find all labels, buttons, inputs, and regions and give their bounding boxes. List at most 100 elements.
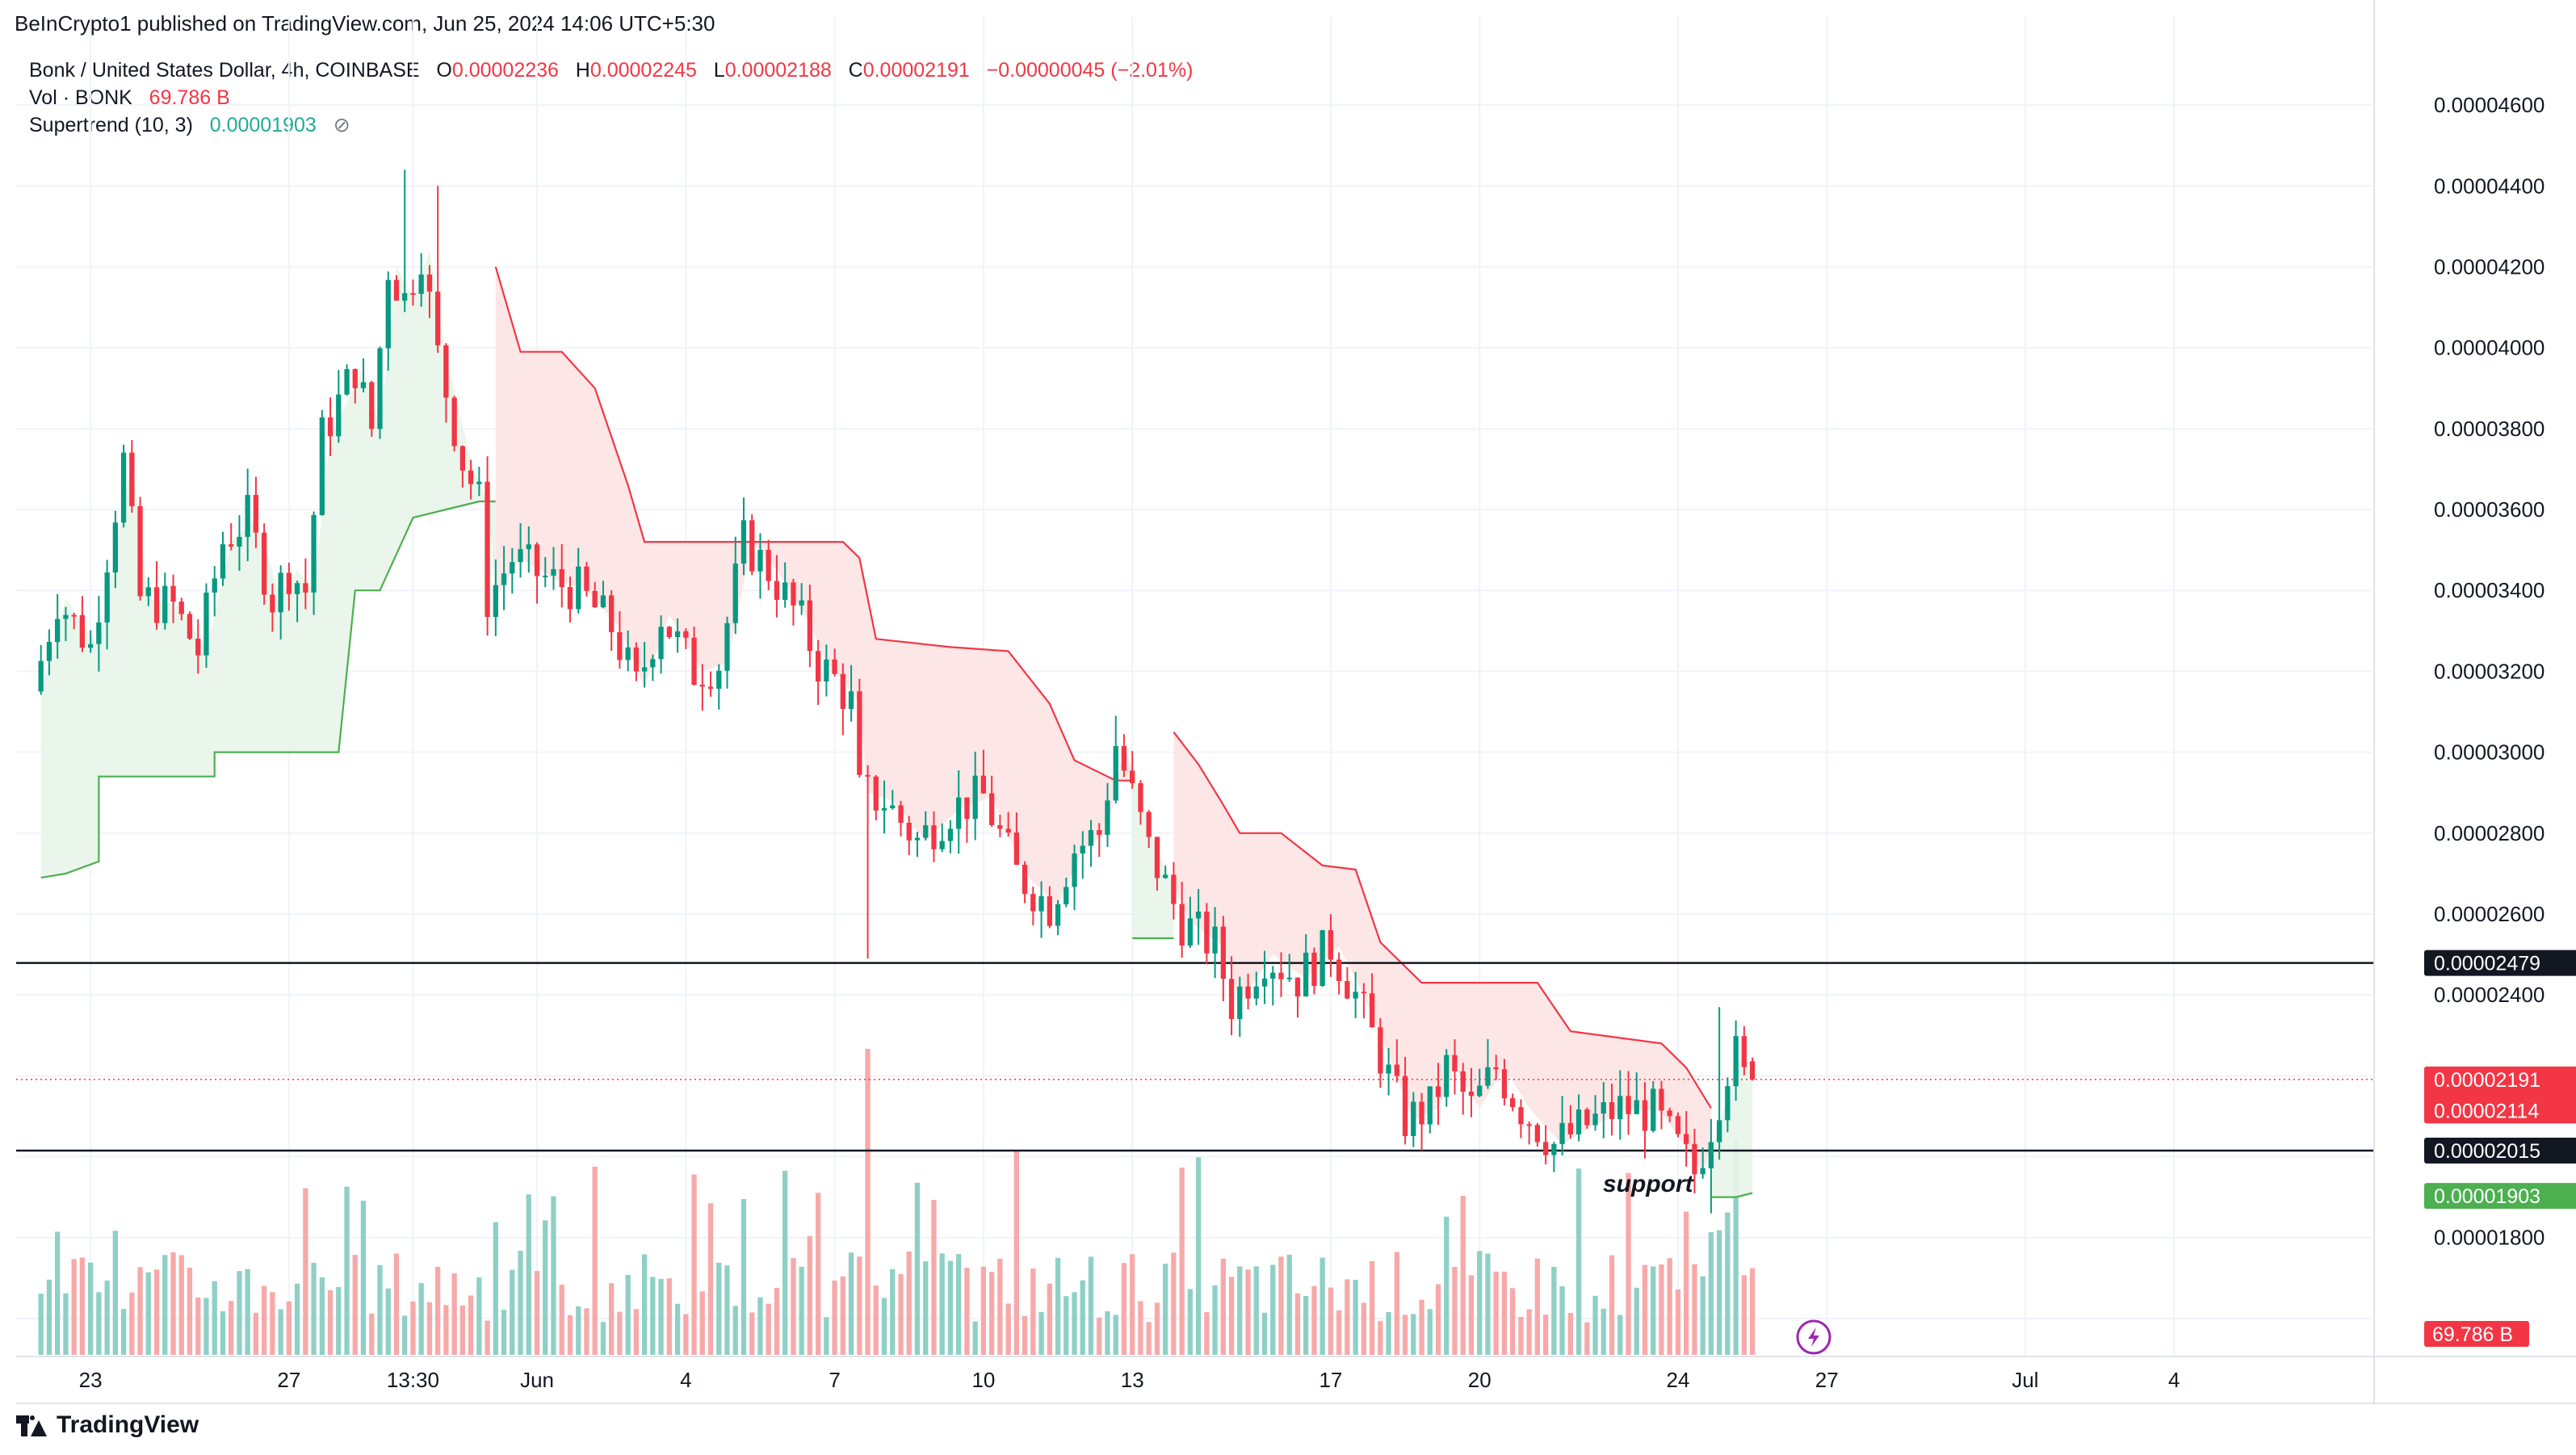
candle-body [1245, 986, 1251, 999]
candle-body [906, 823, 912, 841]
symbol-title[interactable]: Bonk / United States Dollar, 4h, COINBAS… [29, 59, 420, 82]
volume-bar [1411, 1314, 1416, 1355]
volume-bar [1659, 1264, 1664, 1355]
candle-body [980, 775, 986, 794]
supertrend-label[interactable]: Supertrend (10, 3) [29, 114, 193, 136]
candle-body [567, 587, 573, 610]
volume-bar [1212, 1285, 1218, 1355]
low-value: 0.00002188 [724, 59, 832, 82]
candle-body [286, 572, 292, 594]
volume-bar [816, 1193, 821, 1355]
candlesticks[interactable] [38, 170, 1756, 1214]
candle-body [443, 345, 449, 398]
lightning-icon[interactable] [1796, 1319, 1831, 1355]
candle-body [426, 275, 433, 292]
candle-body [112, 522, 118, 572]
candle-body [1402, 1076, 1408, 1136]
volume-bar [551, 1196, 556, 1355]
volume-bar [633, 1309, 639, 1355]
candle-body [1303, 952, 1309, 997]
candle-body [848, 691, 854, 709]
candle-body [1684, 1134, 1689, 1144]
candle-body [1204, 912, 1210, 954]
volume-bar [1220, 1258, 1226, 1355]
candle-body [1237, 986, 1243, 1019]
volume-bar [336, 1287, 342, 1355]
candle-body [344, 369, 350, 395]
x-tick-label: 27 [1815, 1368, 1839, 1392]
volume-bar [674, 1303, 681, 1355]
candle-body [956, 797, 962, 829]
candle-body [857, 691, 862, 775]
volume-bar [112, 1231, 118, 1355]
volume-bar [782, 1171, 788, 1355]
candle-body [1022, 865, 1028, 895]
hidden-eye-icon[interactable]: ⊘ [333, 114, 350, 136]
horizontal-lines[interactable] [16, 962, 2374, 1152]
volume-bar [518, 1251, 523, 1355]
candle-body [1651, 1088, 1656, 1131]
volume-bar [1294, 1293, 1301, 1355]
volume-bar [1741, 1275, 1747, 1355]
volume-bar [1675, 1289, 1681, 1355]
volume-bar [1749, 1268, 1756, 1355]
volume-bar [1171, 1252, 1177, 1355]
candle-body [824, 659, 829, 681]
y-tick-label: 0.00004400 [2434, 174, 2545, 198]
candle-body [642, 667, 648, 672]
volume-bar [766, 1303, 771, 1355]
volume-bar [1261, 1312, 1268, 1355]
candle-body [501, 573, 507, 585]
candle-body [262, 532, 267, 595]
y-tick-label: 0.00002800 [2434, 821, 2545, 845]
candle-body [1534, 1125, 1540, 1143]
candle-body [551, 568, 556, 576]
volume-bar [1626, 1172, 1631, 1355]
candle-body [229, 544, 234, 547]
candle-body [1163, 874, 1168, 878]
candle-body [1394, 1064, 1399, 1076]
volume-bar [270, 1292, 275, 1355]
volume-bar [740, 1199, 747, 1355]
x-tick-label: 23 [79, 1368, 103, 1392]
volume-bar [237, 1271, 242, 1355]
candle-body [766, 550, 771, 581]
candle-body [559, 568, 564, 588]
tradingview-logo[interactable]: TradingView [16, 1411, 199, 1439]
volume-bar [997, 1258, 1003, 1355]
candle-body [1601, 1102, 1606, 1114]
volume-bar [1030, 1268, 1036, 1355]
volume-bar [526, 1194, 531, 1355]
candle-body [816, 651, 821, 681]
candle-body [707, 686, 714, 690]
volume-bar [1179, 1168, 1185, 1355]
candle-body [1485, 1067, 1491, 1086]
volume-bar [1651, 1266, 1656, 1355]
candle-body [1675, 1116, 1681, 1134]
y-tick-label: 0.00004000 [2434, 336, 2545, 360]
volume-bar [914, 1182, 921, 1355]
candle-body [1526, 1124, 1532, 1126]
candle-body [46, 642, 52, 661]
candle-body [1097, 830, 1102, 835]
high-label: H [575, 59, 590, 82]
volume-bar [1154, 1302, 1160, 1355]
candle-body [510, 562, 515, 574]
supertrend-badge-text: 0.00001903 [2434, 1185, 2540, 1208]
candle-body [691, 637, 697, 685]
volume-bar [534, 1271, 540, 1355]
volume-bar [873, 1285, 879, 1355]
candle-body [666, 627, 672, 637]
candle-body [1361, 992, 1366, 994]
y-tick-label: 0.00003200 [2434, 659, 2545, 683]
low-label: L [713, 59, 725, 82]
volume-bar [1526, 1309, 1532, 1355]
candle-body [1064, 887, 1069, 904]
candle-body [1121, 746, 1127, 771]
candle-body [1667, 1110, 1672, 1117]
volume-bar [724, 1265, 730, 1355]
candle-body [1055, 904, 1061, 926]
volume-bar [1336, 1310, 1342, 1355]
volume-bar [129, 1292, 135, 1355]
